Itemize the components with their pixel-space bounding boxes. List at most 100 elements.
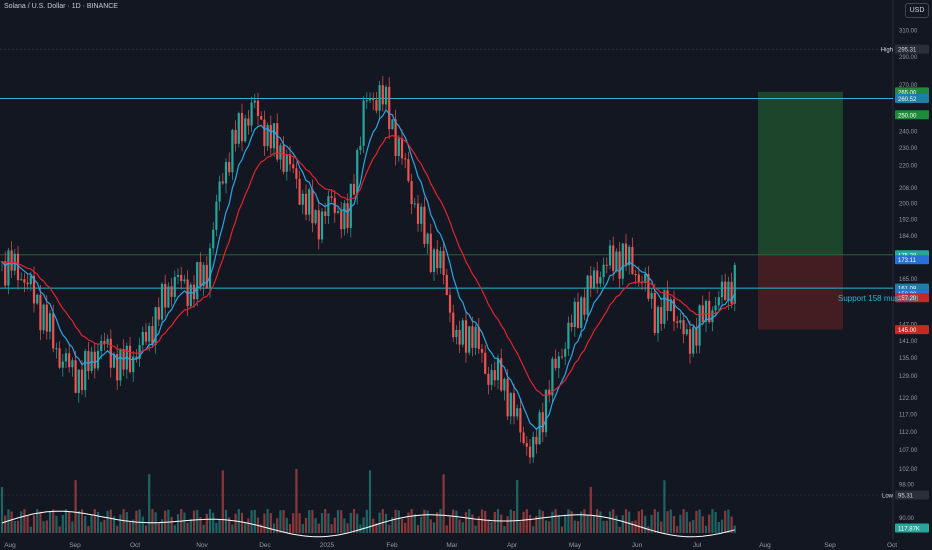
volume-bar bbox=[458, 519, 461, 533]
candle-body bbox=[32, 275, 36, 304]
volume-bar bbox=[391, 517, 394, 533]
candle-body bbox=[493, 370, 496, 381]
candle-body bbox=[189, 284, 192, 307]
candle-body bbox=[77, 369, 80, 393]
volume-bar bbox=[272, 523, 276, 533]
volume-bar bbox=[282, 510, 285, 533]
volume-bar bbox=[388, 524, 391, 533]
candle-body bbox=[119, 348, 122, 381]
volume-bar bbox=[202, 524, 205, 533]
volume-bar bbox=[711, 509, 714, 533]
candle-body bbox=[106, 338, 109, 344]
candle-body bbox=[228, 162, 231, 173]
candle-body bbox=[538, 412, 541, 445]
volume-bar bbox=[71, 521, 74, 533]
volume-bar bbox=[410, 509, 413, 533]
candle-body bbox=[84, 351, 87, 391]
volume-bar bbox=[167, 509, 170, 533]
candle-body bbox=[64, 353, 68, 362]
volume-bar bbox=[650, 515, 653, 533]
candle-body bbox=[541, 412, 544, 433]
candle-body bbox=[61, 361, 64, 368]
candle-body bbox=[512, 393, 516, 417]
candle-body bbox=[663, 290, 666, 324]
candle-body bbox=[474, 326, 477, 348]
x-tick-label: 2025 bbox=[320, 542, 335, 549]
volume-bar bbox=[253, 509, 256, 533]
x-tick-label: Oct bbox=[130, 542, 140, 549]
candle-body bbox=[554, 358, 557, 369]
price-label-value: 260.52 bbox=[898, 97, 917, 103]
candle-body bbox=[141, 331, 144, 346]
y-tick-label: 129.00 bbox=[899, 374, 918, 380]
candle-body bbox=[372, 98, 375, 101]
volume-bar bbox=[676, 526, 679, 533]
candle-body bbox=[436, 249, 439, 269]
candle-body bbox=[116, 354, 119, 381]
volume-bar bbox=[106, 510, 109, 533]
volume-bar bbox=[327, 513, 330, 533]
candle-body bbox=[20, 279, 23, 281]
volume-bar bbox=[423, 509, 426, 533]
volume-bar bbox=[586, 515, 589, 533]
y-tick-label: 208.00 bbox=[899, 186, 918, 192]
volume-bar bbox=[701, 516, 704, 533]
candle-body bbox=[368, 98, 372, 101]
currency-button[interactable]: USD bbox=[905, 3, 929, 18]
volume-bar bbox=[634, 520, 637, 533]
volume-bar bbox=[512, 510, 516, 533]
candle-body bbox=[375, 100, 378, 111]
candle-body bbox=[221, 181, 224, 184]
volume-bar bbox=[548, 521, 551, 533]
y-tick-label: 98.00 bbox=[899, 483, 915, 489]
candle-body bbox=[87, 351, 90, 371]
candle-body bbox=[186, 279, 189, 307]
candle-body bbox=[448, 294, 452, 313]
volume-bar bbox=[685, 511, 688, 533]
candle-body bbox=[154, 307, 157, 345]
volume-bar bbox=[640, 509, 644, 533]
volume-bar bbox=[279, 510, 282, 533]
volume-bar bbox=[157, 522, 160, 533]
candle-body bbox=[272, 123, 276, 149]
candle-body bbox=[544, 389, 548, 433]
volume-bar bbox=[426, 510, 429, 533]
candle-body bbox=[112, 354, 116, 368]
candle-body bbox=[548, 389, 551, 396]
candle-body bbox=[288, 154, 292, 165]
candle-body bbox=[589, 275, 592, 288]
volume-bar bbox=[304, 517, 308, 533]
volume-bar bbox=[199, 517, 202, 533]
candle-body bbox=[311, 189, 314, 224]
volume-bar bbox=[612, 509, 615, 533]
volume-bar bbox=[621, 515, 624, 533]
candle-body bbox=[461, 320, 464, 345]
candle-body bbox=[48, 313, 52, 332]
volume-bar bbox=[528, 514, 532, 533]
candle-body bbox=[42, 304, 45, 331]
price-label-box bbox=[895, 293, 929, 303]
candle-body bbox=[535, 436, 538, 445]
candle-body bbox=[708, 300, 711, 323]
candle-body bbox=[624, 243, 628, 266]
volume-bar bbox=[564, 515, 567, 533]
candle-body bbox=[599, 277, 602, 284]
candle-body bbox=[688, 329, 692, 354]
volume-bar bbox=[381, 509, 384, 533]
candle-body bbox=[276, 123, 279, 160]
volume-bar bbox=[416, 525, 420, 533]
volume-bar bbox=[519, 521, 522, 533]
volume-bar bbox=[23, 509, 26, 533]
volume-bar bbox=[477, 516, 480, 533]
candle-body bbox=[528, 446, 532, 458]
candle-body bbox=[23, 279, 26, 283]
candle-body bbox=[455, 329, 458, 338]
candle-body bbox=[608, 245, 612, 266]
candle-body bbox=[180, 274, 183, 282]
volume-bar bbox=[346, 523, 349, 533]
candle-body bbox=[349, 183, 352, 228]
candle-body bbox=[324, 211, 327, 216]
candle-body bbox=[7, 250, 10, 286]
